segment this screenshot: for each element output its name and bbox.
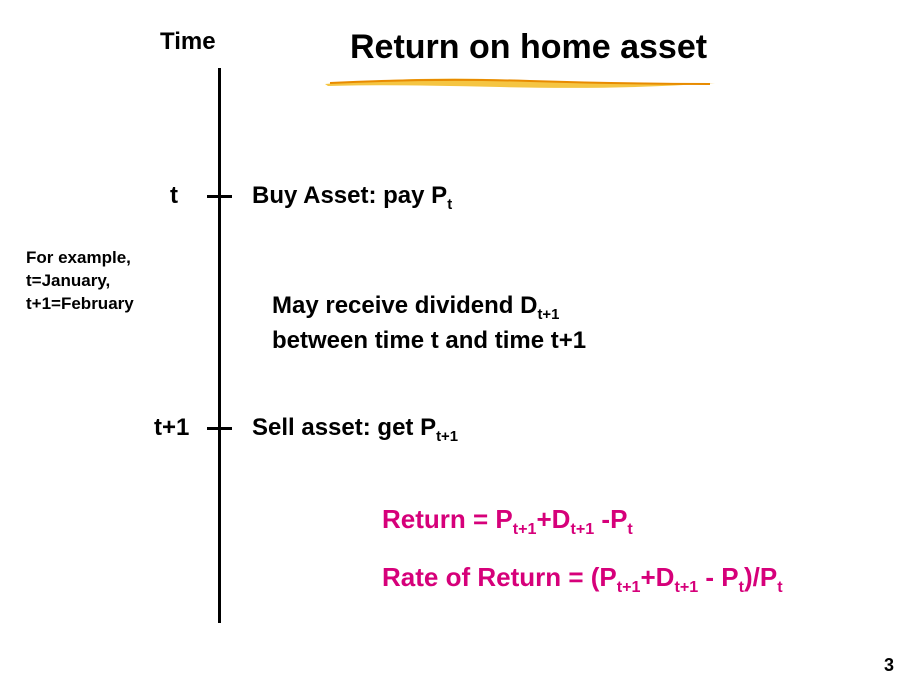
rate-t3: )/P <box>744 562 777 592</box>
time-axis-label: Time <box>160 28 216 56</box>
return-s0: t+1 <box>513 520 537 538</box>
dividend-line1-text: May receive dividend D <box>272 292 537 319</box>
title-underline-swoosh <box>320 74 720 92</box>
example-line2: t=January, <box>26 271 110 290</box>
buy-event-text: Buy Asset: pay P <box>252 182 447 209</box>
rate-t2: - P <box>698 562 738 592</box>
timeline-label-t: t <box>170 182 178 210</box>
rate-t1: +D <box>640 562 674 592</box>
buy-event: Buy Asset: pay Pt <box>252 182 452 213</box>
return-t1: +D <box>536 504 570 534</box>
timeline-tick-t <box>207 195 232 198</box>
example-line1: For example, <box>26 248 131 267</box>
sell-event-sub: t+1 <box>436 429 458 445</box>
return-s2: t <box>627 520 632 538</box>
rate-of-return-formula: Rate of Return = (Pt+1+Dt+1 - Pt)/Pt <box>382 562 783 597</box>
example-note: For example, t=January, t+1=February <box>26 247 134 316</box>
return-s1: t+1 <box>570 520 594 538</box>
rate-t0: Rate of Return = (P <box>382 562 617 592</box>
dividend-line2-text: between time t and time t+1 <box>272 327 586 354</box>
timeline-label-t1: t+1 <box>154 414 189 442</box>
timeline-tick-t1 <box>207 427 232 430</box>
page-number: 3 <box>884 655 894 676</box>
sell-event: Sell asset: get Pt+1 <box>252 414 458 445</box>
rate-s0: t+1 <box>617 578 641 596</box>
sell-event-text: Sell asset: get P <box>252 414 436 441</box>
rate-s3: t <box>777 578 782 596</box>
dividend-event: May receive dividend Dt+1 between time t… <box>272 290 586 357</box>
return-formula: Return = Pt+1+Dt+1 -Pt <box>382 504 633 539</box>
return-t2: -P <box>594 504 627 534</box>
dividend-line1-sub: t+1 <box>537 307 559 323</box>
timeline-axis <box>218 68 221 623</box>
page-title: Return on home asset <box>350 28 707 67</box>
return-t0: Return = P <box>382 504 513 534</box>
example-line3: t+1=February <box>26 294 134 313</box>
buy-event-sub: t <box>447 197 452 213</box>
rate-s1: t+1 <box>674 578 698 596</box>
